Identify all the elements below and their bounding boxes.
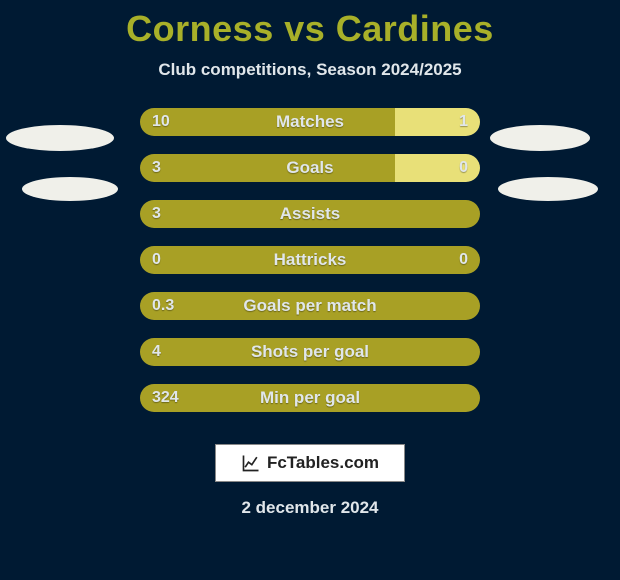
bar-right [395,154,480,182]
ellipse-left-2 [22,177,118,201]
logo-box: FcTables.com [215,444,405,482]
bar-track [140,108,480,136]
bar-right [395,108,480,136]
stat-row: 4 Shots per goal [0,338,620,366]
bar-track [140,384,480,412]
ellipse-right-2 [498,177,598,201]
bar-left [140,108,395,136]
logo-text: FcTables.com [267,453,379,473]
bar-left [140,384,480,412]
infographic-container: Corness vs Cardines Club competitions, S… [0,0,620,580]
chart-icon [241,453,261,473]
stat-row: 0.3 Goals per match [0,292,620,320]
bar-track [140,246,480,274]
bar-left [140,200,480,228]
bar-track [140,154,480,182]
date-text: 2 december 2024 [241,498,378,518]
ellipse-right-1 [490,125,590,151]
stat-row: 3 Assists [0,200,620,228]
stat-row: 324 Min per goal [0,384,620,412]
ellipse-left-1 [6,125,114,151]
bar-left [140,246,480,274]
bar-track [140,338,480,366]
bar-left [140,338,480,366]
page-subtitle: Club competitions, Season 2024/2025 [158,60,461,80]
stat-row: 0 0 Hattricks [0,246,620,274]
stats-area: 10 1 Matches 3 0 Goals 3 Assists [0,108,620,430]
bar-left [140,292,480,320]
page-title: Corness vs Cardines [126,8,494,50]
bar-track [140,292,480,320]
bar-left [140,154,395,182]
bar-track [140,200,480,228]
